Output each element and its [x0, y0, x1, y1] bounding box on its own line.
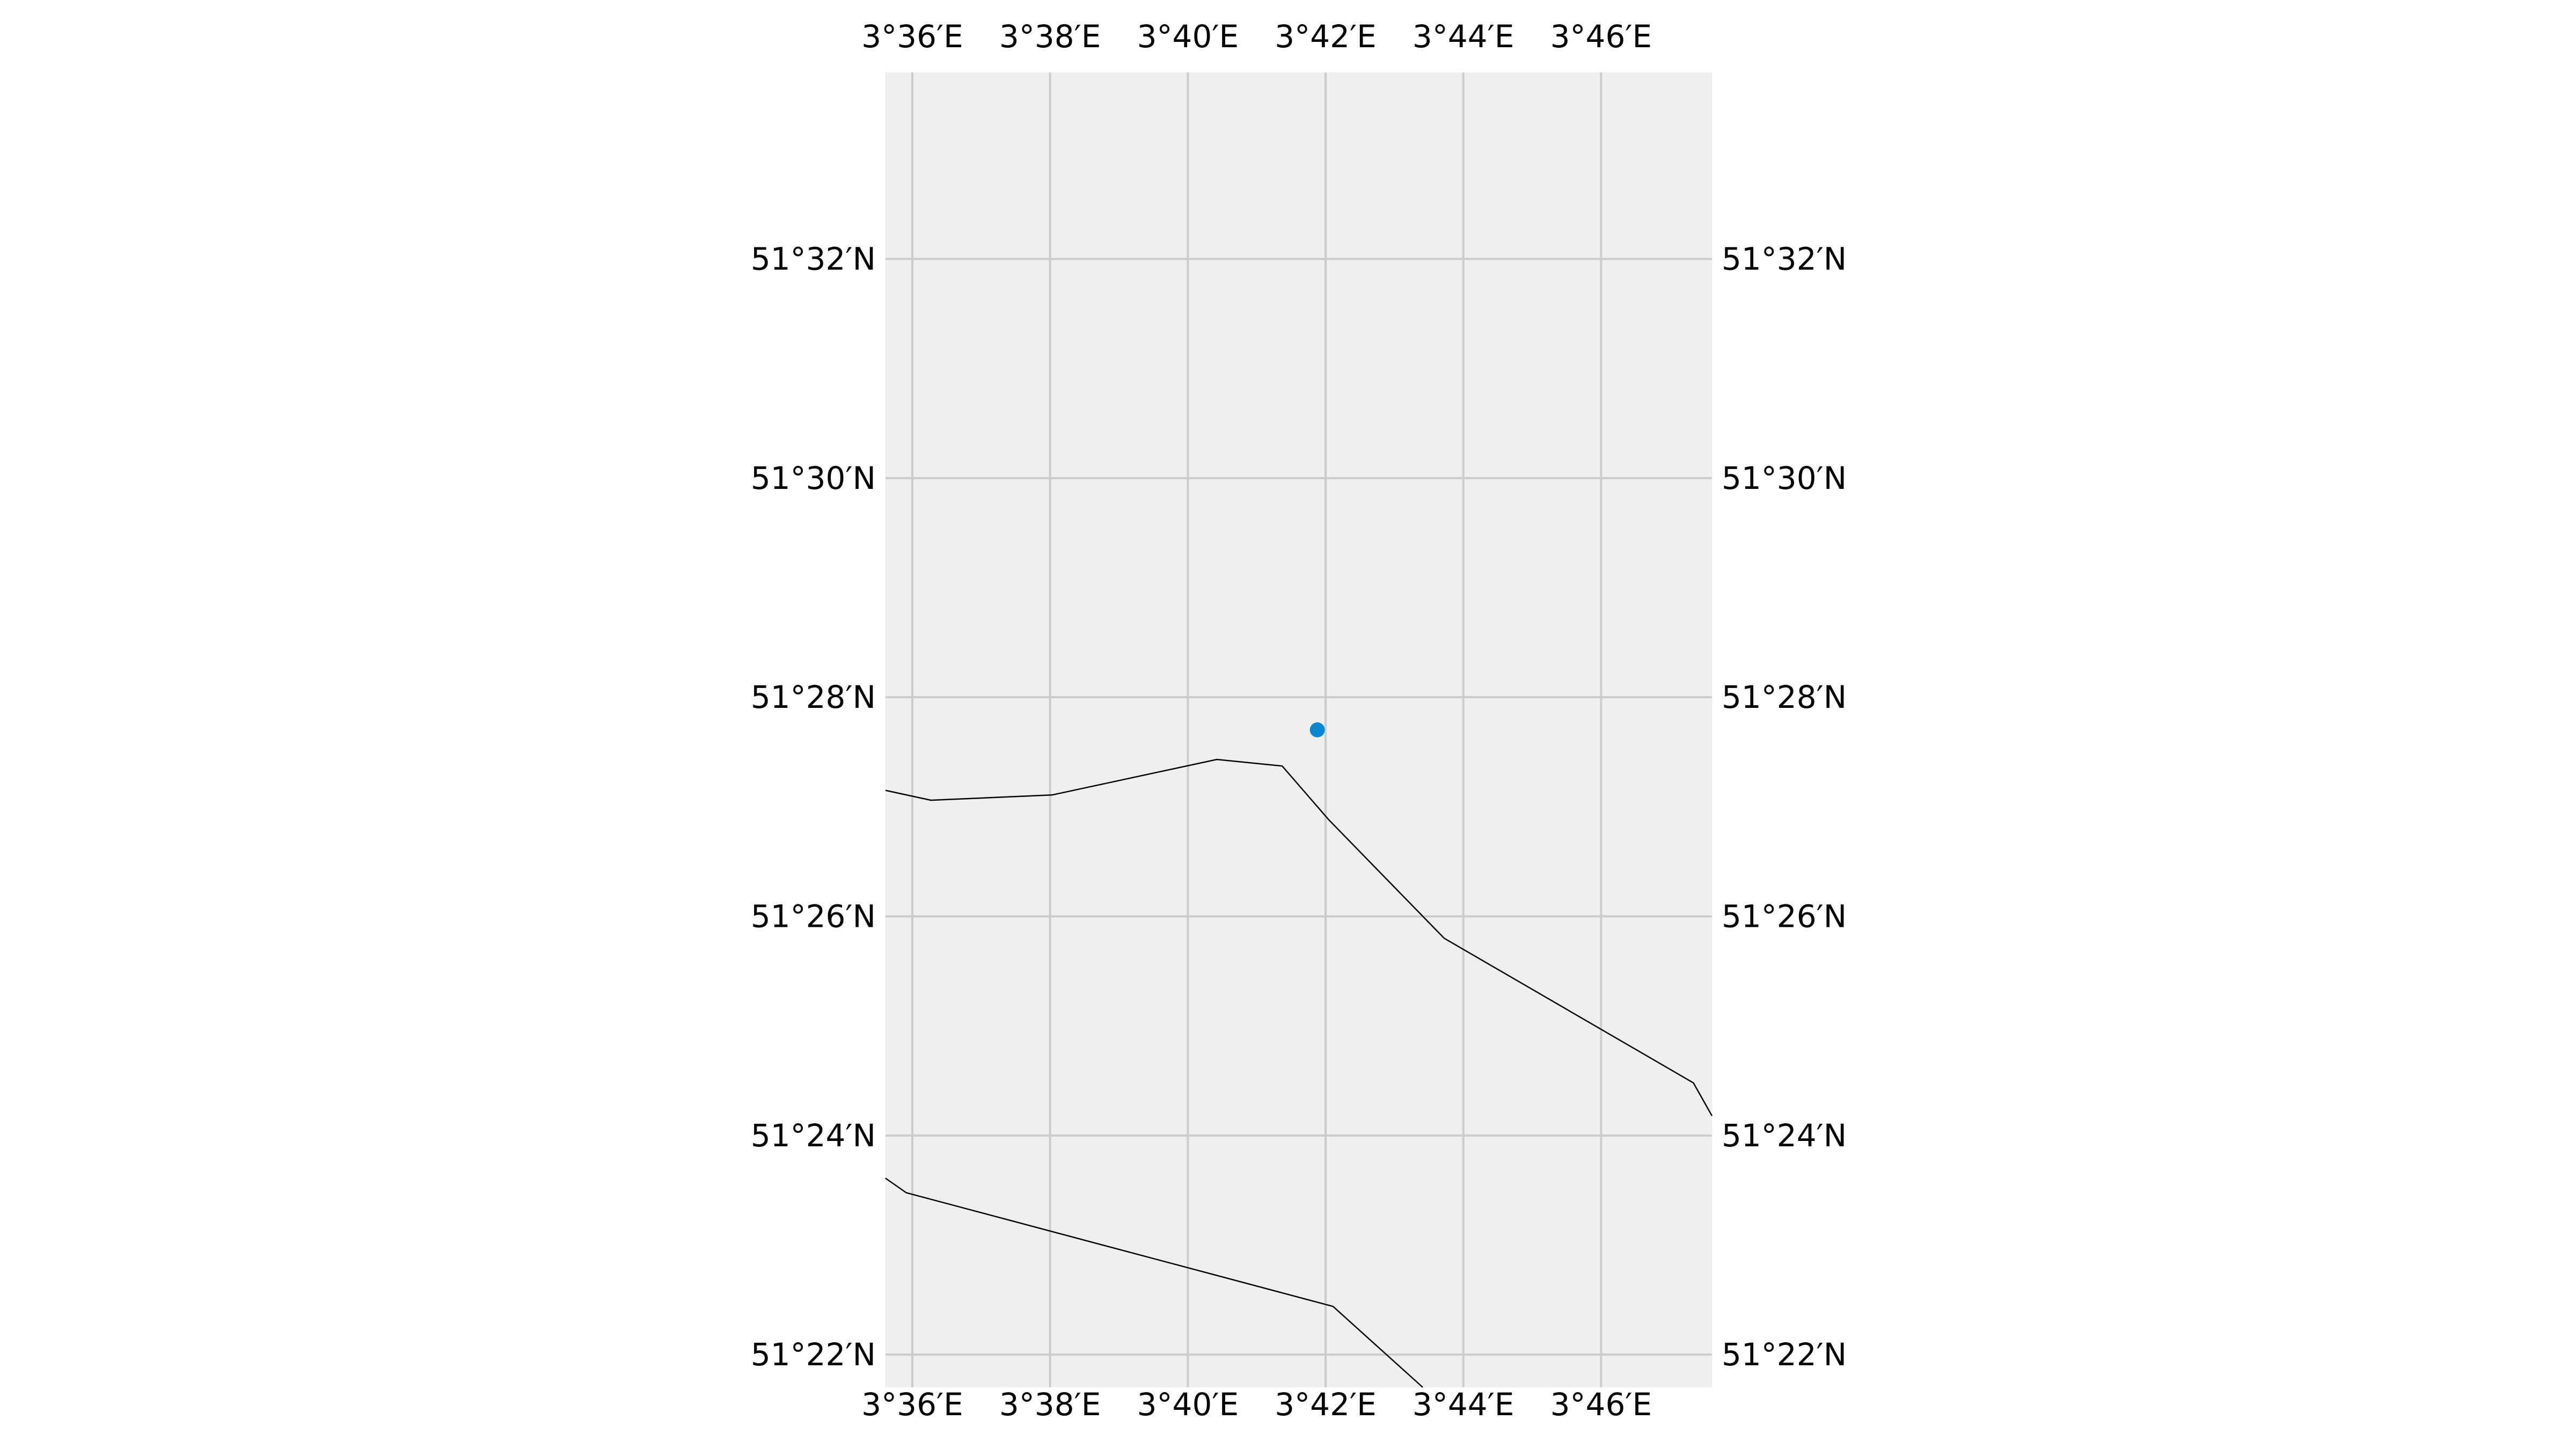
longitude-label-bottom: 3°46′E	[1550, 1386, 1652, 1423]
latitude-label-left: 51°30′N	[751, 460, 876, 496]
longitude-label-top: 3°46′E	[1550, 18, 1652, 55]
longitude-label-top: 3°36′E	[861, 18, 963, 55]
map-background	[885, 72, 1712, 1387]
latitude-label-right: 51°32′N	[1722, 241, 1847, 277]
latitude-label-right: 51°22′N	[1722, 1336, 1847, 1373]
location-marker	[1309, 722, 1325, 737]
latitude-label-right: 51°28′N	[1722, 679, 1847, 715]
longitude-label-bottom: 3°36′E	[861, 1386, 963, 1423]
latitude-label-left: 51°28′N	[751, 679, 876, 715]
latitude-label-left: 51°32′N	[751, 241, 876, 277]
longitude-label-top: 3°40′E	[1137, 18, 1239, 55]
longitude-label-top: 3°44′E	[1413, 18, 1514, 55]
latitude-label-left: 51°26′N	[751, 898, 876, 935]
latitude-label-left: 51°22′N	[751, 1336, 876, 1373]
coastline	[885, 1177, 1423, 1388]
longitude-label-top: 3°38′E	[999, 18, 1101, 55]
latitude-label-right: 51°26′N	[1722, 898, 1847, 935]
longitude-label-bottom: 3°44′E	[1413, 1386, 1514, 1423]
latitude-label-right: 51°24′N	[1722, 1117, 1847, 1154]
longitude-label-bottom: 3°38′E	[999, 1386, 1101, 1423]
coastlines	[885, 758, 1713, 1388]
markers	[1309, 722, 1325, 737]
latitude-label-left: 51°24′N	[751, 1117, 876, 1154]
latitude-label-right: 51°30′N	[1722, 460, 1847, 496]
tick-labels: 3°36′E 3°36′E 3°38′E 3°38′E 3°40′E 3°40′E 3°42…	[751, 18, 1847, 1423]
longitude-label-bottom: 3°40′E	[1137, 1386, 1239, 1423]
gridlines	[885, 72, 1712, 1387]
longitude-label-bottom: 3°42′E	[1275, 1386, 1377, 1423]
longitude-label-top: 3°42′E	[1275, 18, 1377, 55]
coastline	[885, 758, 1713, 1116]
